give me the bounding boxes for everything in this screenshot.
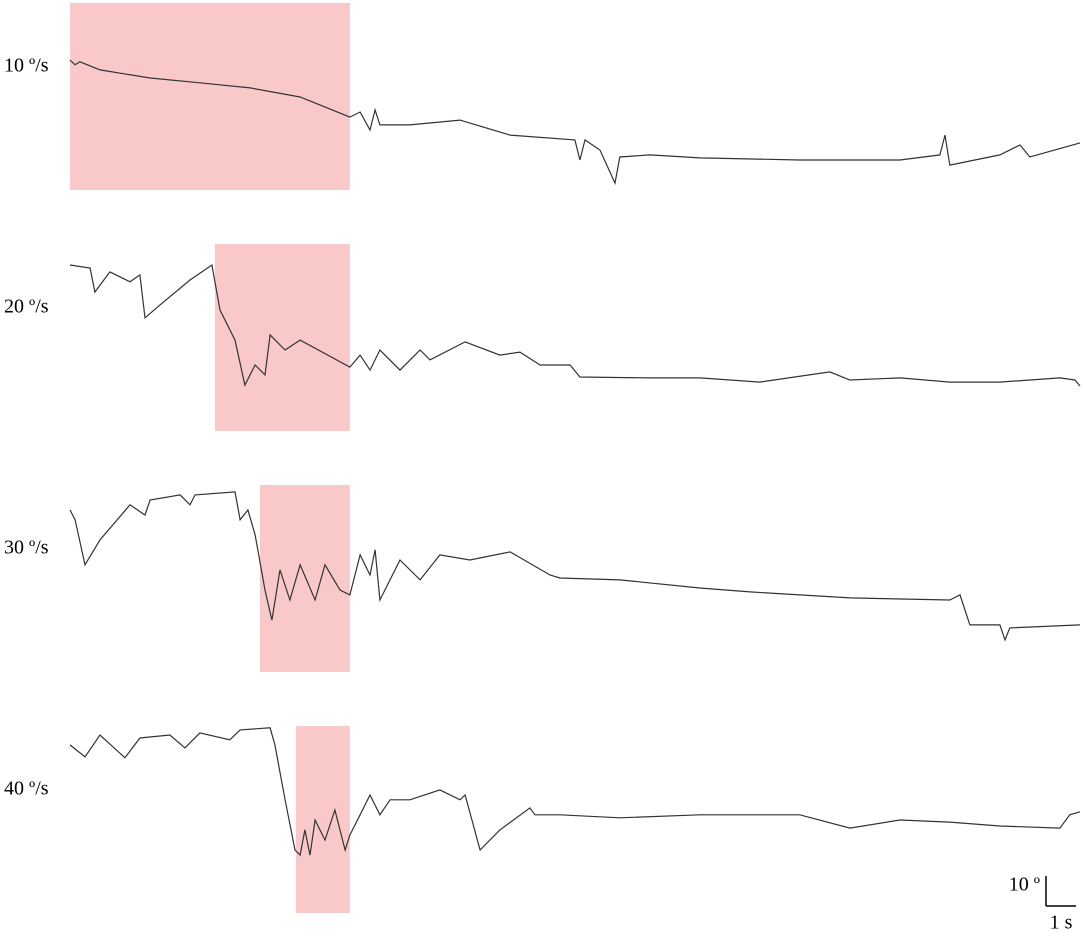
trace-label: 30 º/s (4, 537, 49, 559)
trace (69, 263, 1081, 387)
highlight-region (70, 3, 350, 190)
highlight-region (214, 244, 350, 431)
scale-bar-x-label: 1 s (1050, 912, 1073, 934)
trace-label: 20 º/s (4, 296, 49, 318)
trace-label: 40 º/s (4, 778, 49, 800)
trace (69, 727, 1081, 857)
trace-label: 10 º/s (4, 55, 49, 77)
trace (69, 491, 1081, 642)
trace (69, 59, 1081, 186)
scale-bar-y-label: 10 º (1009, 874, 1040, 896)
highlight-region (259, 485, 350, 672)
highlight-region (295, 726, 350, 913)
